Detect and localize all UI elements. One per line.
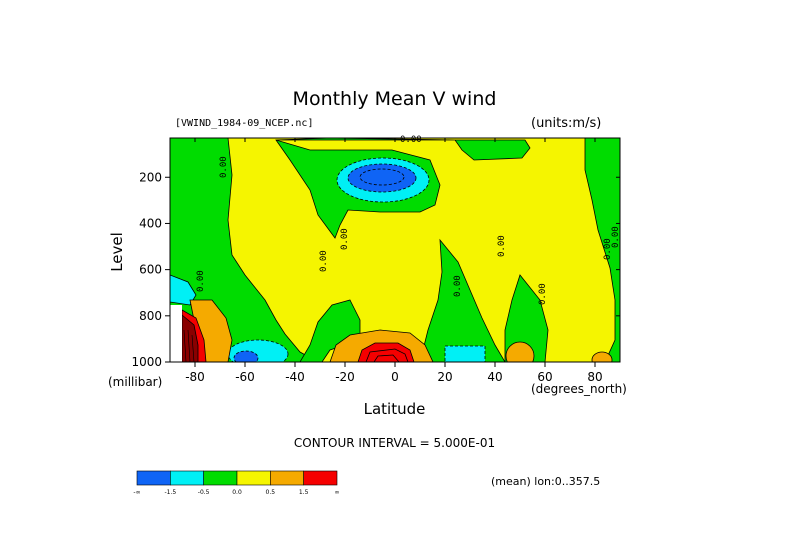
- y-tick-label: 800: [139, 309, 162, 323]
- y-axis-ticks: 200 400 600 800 1000: [131, 170, 620, 369]
- y-axis-label: Level: [108, 232, 126, 272]
- colorbar-label: 0.5: [266, 489, 276, 496]
- contour-label: 0.00: [196, 270, 206, 292]
- x-axis-ticks: -80 -60 -40 -20 0 20 40 60 80: [185, 138, 603, 384]
- y-units-label: (millibar): [108, 375, 163, 389]
- contour-label: 0.00: [538, 283, 548, 305]
- colorbar-swatch: [136, 470, 171, 486]
- region-blue-upper-core: [347, 163, 417, 193]
- x-tick-label: 0: [391, 370, 399, 384]
- colorbar-label: -0.5: [198, 489, 210, 496]
- contour-label: 0.00: [400, 135, 422, 145]
- colorbar-swatch: [170, 470, 204, 486]
- region-undefined-polar: [170, 305, 182, 362]
- region-orange-lower-right-2: [591, 351, 613, 362]
- contour-red-core-2: [373, 354, 400, 362]
- y-tick-label: 600: [139, 263, 162, 277]
- colorbar-swatch: [236, 470, 271, 486]
- colorbar-swatch: [203, 470, 238, 486]
- contour-label: 0.00: [611, 226, 621, 248]
- contour-field: [170, 138, 620, 362]
- x-tick-label: 40: [487, 370, 502, 384]
- colorbar-label: 1.5: [299, 489, 309, 496]
- colorbar-label: 0.0: [232, 489, 242, 496]
- colorbar-label: -∞: [133, 489, 140, 496]
- y-tick-label: 1000: [131, 355, 162, 369]
- x-tick-label: 60: [537, 370, 552, 384]
- contour-upper-core-inner: [359, 168, 405, 186]
- contour-label: 0.00: [603, 238, 613, 260]
- contour-label: 0.00: [319, 250, 329, 272]
- region-negative-right-column: [584, 138, 620, 362]
- contour-label: 0.00: [340, 228, 350, 250]
- colorbar-swatch: [270, 470, 304, 486]
- y-tick-label: 200: [139, 170, 162, 184]
- dataset-label: [VWIND_1984-09_NCEP.nc]: [175, 118, 314, 129]
- colorbar-swatch: [303, 470, 338, 486]
- x-tick-label: 20: [437, 370, 452, 384]
- region-negative-mid-right: [504, 274, 549, 362]
- region-blue-lower-left: [233, 350, 259, 362]
- averaging-label: (mean) lon:0..357.5: [491, 475, 601, 488]
- x-tick-label: -80: [185, 370, 205, 384]
- contour-red-core-1: [365, 348, 409, 362]
- x-tick-label: -60: [235, 370, 255, 384]
- colorbar-label: ∞: [335, 489, 340, 496]
- contour-polar-lines: [183, 329, 195, 362]
- region-orange-lower-right-1: [505, 341, 535, 362]
- contour-label: 0.00: [219, 156, 229, 178]
- y-tick-label: 400: [139, 216, 162, 230]
- contour-label: 0.00: [497, 235, 507, 257]
- x-tick-label: -20: [335, 370, 355, 384]
- x-tick-label: -40: [285, 370, 305, 384]
- x-units-label: (degrees_north): [531, 382, 627, 396]
- contour-labels: 0.00 0.00 0.00 0.00 0.00 0.00 0.00 0.00 …: [196, 135, 621, 305]
- region-cyan-lower-center: [444, 345, 486, 362]
- region-red-lower-center: [357, 342, 415, 362]
- region-negative-center-tongue: [419, 238, 506, 362]
- region-negative-lower-left: [299, 299, 361, 362]
- x-tick-label: 80: [587, 370, 602, 384]
- contour-label: 0.00: [453, 275, 463, 297]
- units-label: (units:m/s): [531, 116, 602, 131]
- contour-interval-label: CONTOUR INTERVAL = 5.000E-01: [293, 436, 496, 450]
- x-axis-label: Latitude: [363, 400, 426, 418]
- colorbar: -∞ -1.5 -0.5 0.0 0.5 1.5 ∞: [133, 470, 340, 496]
- chart-title: Monthly Mean V wind: [292, 88, 497, 110]
- colorbar-label: -1.5: [164, 489, 176, 496]
